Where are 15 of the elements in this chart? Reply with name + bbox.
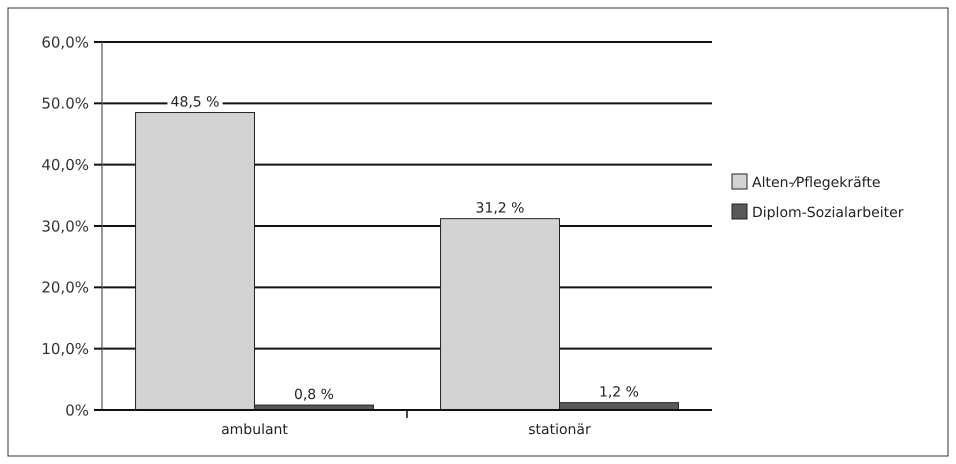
- y-tick-label: 60,0%: [41, 33, 89, 52]
- y-tick-label: 30,0%: [41, 217, 89, 236]
- legend-label: Alten-⁄Pflegekräfte: [752, 174, 880, 191]
- y-tick-label: 40,0%: [41, 156, 89, 174]
- data-label: 48,5 %: [170, 94, 220, 111]
- data-label: 1,2 %: [598, 384, 639, 401]
- data-label: 0,8 %: [294, 387, 334, 404]
- legend-label: Diplom-Sozialarbeiter: [752, 204, 904, 221]
- x-tick-label: ambulant: [221, 422, 288, 438]
- x-tick-label: stationär: [528, 422, 591, 438]
- y-tick-label: 50.0%: [41, 94, 89, 113]
- data-label: 31,2 %: [476, 200, 524, 217]
- y-tick-label: 20,0%: [41, 278, 89, 297]
- y-tick-label: 0%: [65, 401, 89, 420]
- y-tick-label: 10,0%: [41, 340, 89, 358]
